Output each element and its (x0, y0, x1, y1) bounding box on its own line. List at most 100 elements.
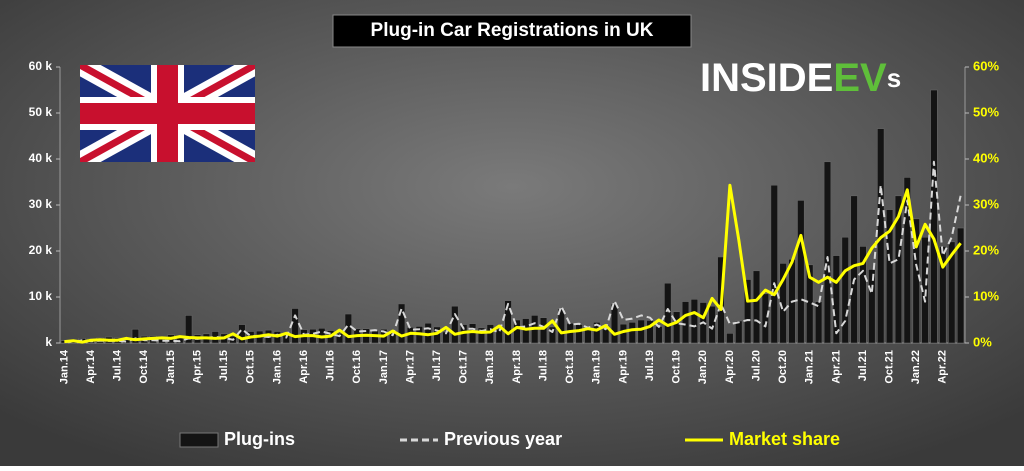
bar (451, 305, 459, 344)
y2-tick-label: 10% (973, 288, 999, 303)
flag (80, 65, 255, 162)
x-tick-label: Oct.16 (351, 350, 363, 384)
x-tick-label: Oct.19 (671, 350, 683, 384)
x-tick-label: Oct.17 (458, 350, 470, 384)
x-tick-label: Jan.14 (58, 349, 70, 384)
bar (397, 303, 406, 344)
bar (539, 317, 548, 344)
y-tick-label: 40 k (29, 151, 53, 165)
x-tick-label: Jan.22 (910, 350, 922, 384)
logo-suffix: s (887, 63, 901, 93)
x-tick-label: Jul.16 (325, 350, 337, 381)
x-tick-label: Jul.15 (218, 350, 230, 381)
bar (584, 326, 592, 344)
x-tick-label: Oct.15 (245, 350, 257, 384)
bar (548, 326, 557, 344)
bar (939, 246, 947, 344)
y2-tick-label: 20% (973, 242, 999, 257)
legend-swatch (179, 432, 219, 448)
bar (814, 301, 823, 344)
bar (681, 301, 690, 344)
x-tick-label: Jul.14 (112, 349, 124, 381)
logo-primary: INSIDE (700, 56, 833, 100)
legend-label: Previous year (444, 429, 562, 449)
x-tick-label: Jul.19 (644, 350, 656, 381)
y2-tick-label: 50% (973, 104, 999, 119)
bar (761, 293, 770, 344)
legend-label: Market share (729, 429, 840, 449)
bar (841, 236, 849, 344)
x-tick-label: Jan.15 (165, 350, 177, 384)
x-tick-label: Oct.14 (138, 349, 150, 384)
x-tick-label: Jan.17 (378, 350, 390, 384)
bar (956, 227, 965, 344)
chart-title: Plug-in Car Registrations in UK (371, 20, 654, 41)
bar (477, 327, 486, 344)
bar (823, 161, 832, 344)
bar (797, 200, 805, 344)
x-tick-label: Apr.15 (191, 350, 203, 384)
bar (726, 333, 734, 344)
y-tick-label: k (45, 335, 52, 349)
bar (637, 319, 645, 344)
x-tick-label: Oct.20 (777, 350, 789, 384)
bar (495, 328, 503, 344)
x-tick-label: Jan.19 (591, 350, 603, 384)
x-tick-label: Jan.21 (804, 350, 816, 384)
bar (930, 89, 938, 344)
y-tick-label: 60 k (29, 59, 53, 73)
bar (948, 241, 956, 344)
bar (752, 270, 761, 344)
bar (628, 321, 636, 344)
x-tick-label: Jan.20 (697, 350, 709, 384)
bar (868, 269, 876, 344)
x-tick-label: Apr.14 (85, 349, 97, 384)
x-tick-label: Jul.20 (750, 350, 762, 381)
bar (468, 323, 477, 344)
x-tick-label: Apr.17 (404, 350, 416, 384)
x-tick-label: Apr.22 (937, 350, 949, 384)
y2-tick-label: 30% (973, 196, 999, 211)
bar (655, 326, 663, 344)
bar (690, 298, 699, 344)
x-tick-label: Jul.21 (857, 350, 869, 381)
y2-tick-label: 60% (973, 58, 999, 73)
x-tick-label: Apr.20 (724, 350, 736, 384)
title-box (332, 14, 692, 48)
y2-tick-label: 40% (973, 150, 999, 165)
x-tick-label: Apr.16 (298, 350, 310, 384)
bar (504, 300, 512, 344)
legend-label: Plug-ins (224, 429, 295, 449)
bar (894, 195, 903, 344)
bar (575, 324, 583, 344)
bar (903, 177, 911, 344)
bar (522, 318, 530, 344)
x-tick-label: Apr.18 (511, 350, 523, 384)
y2-tick-label: 0% (973, 334, 992, 349)
y-tick-label: 50 k (29, 105, 53, 119)
line (64, 183, 962, 344)
x-tick-label: Oct.18 (564, 350, 576, 384)
bar (601, 328, 610, 344)
bar (770, 184, 778, 344)
y-tick-label: 20 k (29, 243, 53, 257)
bar (672, 311, 681, 344)
logo-accent: EV (833, 56, 887, 100)
x-tick-label: Apr.19 (617, 350, 629, 384)
bar (850, 195, 858, 344)
bar (486, 324, 494, 344)
logo: INSIDEEVs (700, 56, 901, 100)
x-tick-label: Oct.21 (883, 350, 895, 384)
bar (664, 282, 672, 344)
bar (859, 246, 867, 344)
bar (335, 333, 344, 344)
y-tick-label: 10 k (29, 289, 53, 303)
x-tick-label: Jan.18 (484, 350, 496, 384)
bar (184, 315, 193, 344)
bar (735, 320, 743, 344)
bar (743, 279, 752, 344)
x-tick-label: Jan.16 (271, 350, 283, 384)
x-tick-label: Jul.17 (431, 350, 443, 381)
